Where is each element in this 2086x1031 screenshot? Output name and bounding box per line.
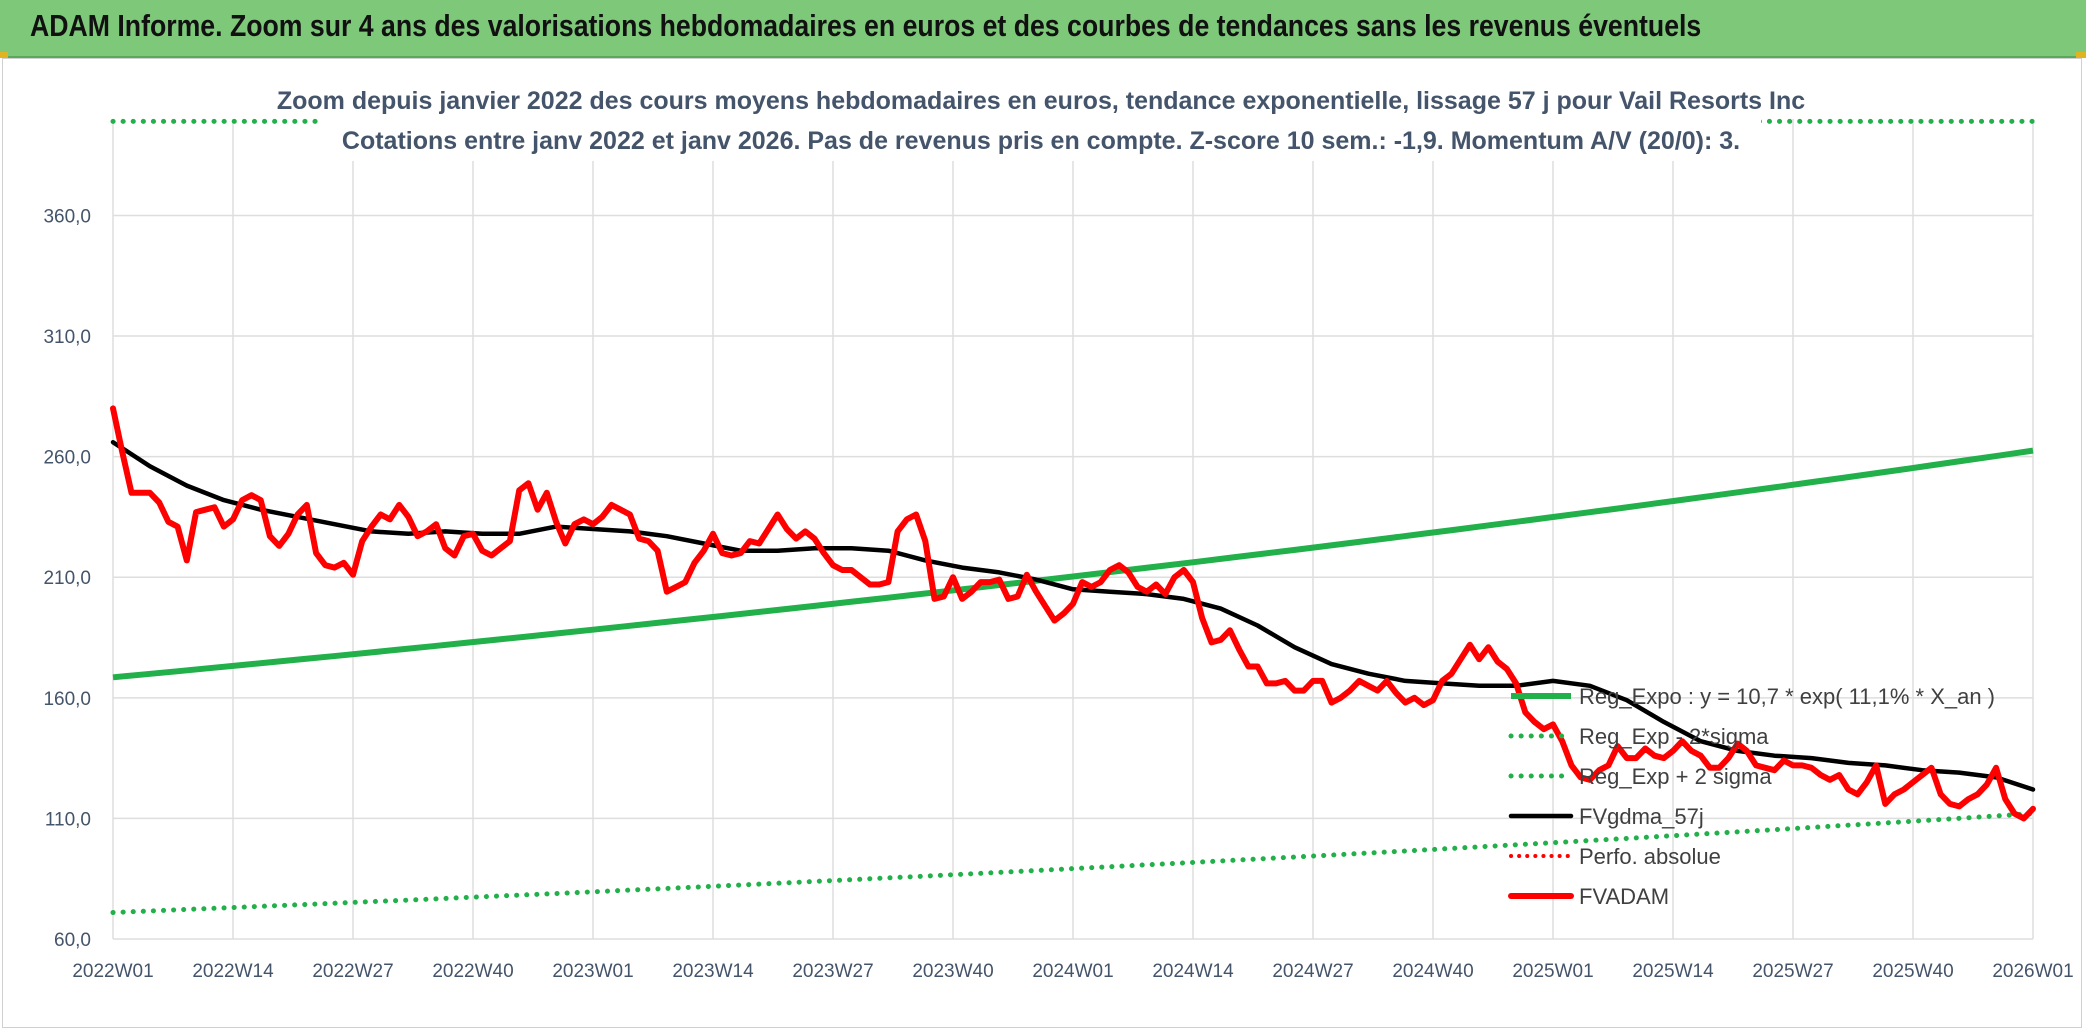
y-tick-label: 210,0 — [43, 568, 91, 589]
y-tick-label: 310,0 — [43, 327, 91, 348]
y-tick-label: 360,0 — [43, 206, 91, 227]
legend: Reg_Expo : y = 10,7 * exp( 11,1% * X_an … — [1508, 684, 1995, 909]
x-tick-label: 2023W40 — [912, 961, 993, 982]
chart-area: 60,0 110,0 160,0 210,0 260,0 310,0 360,0 2022W0… — [2, 58, 2082, 1028]
y-tick-label: 60,0 — [54, 930, 91, 951]
x-tick-label: 2022W14 — [192, 961, 274, 982]
x-tick-label: 2024W14 — [1152, 961, 1234, 982]
x-tick-label: 2022W01 — [72, 961, 153, 982]
subtitle: Zoom depuis janvier 2022 des cours moyen… — [277, 77, 1805, 161]
x-tick-label: 2023W14 — [672, 961, 754, 982]
reg-expo-line — [112, 447, 2034, 681]
chart-subtitle-line1: Zoom depuis janvier 2022 des cours moyen… — [277, 87, 1805, 115]
subtitle-background — [321, 77, 1761, 161]
fvgdma-57j-line — [110, 439, 2036, 792]
grid — [112, 119, 2034, 940]
x-tick-label: 2024W40 — [1392, 961, 1473, 982]
x-tick-label: 2025W40 — [1872, 961, 1953, 982]
legend-label-reg-exp-plus-2sigma: Reg_Exp + 2 sigma — [1579, 764, 1772, 789]
ticks: 60,0 110,0 160,0 210,0 260,0 310,0 360,0 2022W0… — [43, 206, 2073, 982]
x-tick-label: 2024W01 — [1032, 961, 1113, 982]
banner-corner-left — [0, 52, 8, 58]
reg-exp-minus-2sigma-line — [110, 811, 2036, 915]
x-tick-label: 2025W01 — [1512, 961, 1593, 982]
banner-corner-right — [2076, 52, 2086, 58]
y-tick-label: 160,0 — [43, 689, 91, 710]
page-title: ADAM Informe. Zoom sur 4 ans des valoris… — [30, 8, 1702, 43]
title-banner: ADAM Informe. Zoom sur 4 ans des valoris… — [0, 0, 2086, 58]
chart-svg: 60,0 110,0 160,0 210,0 260,0 310,0 360,0 2022W0… — [43, 77, 2074, 982]
x-tick-label: 2023W27 — [792, 961, 873, 982]
x-tick-label: 2025W27 — [1752, 961, 1833, 982]
chart-subtitle-line2: Cotations entre janv 2022 et janv 2026. … — [342, 127, 1740, 155]
legend-label-perfo-absolue: Perfo. absolue — [1579, 844, 1721, 869]
x-tick-label: 2025W14 — [1632, 961, 1714, 982]
x-tick-label: 2022W40 — [432, 961, 513, 982]
legend-label-reg-expo: Reg_Expo : y = 10,7 * exp( 11,1% * X_an … — [1579, 684, 1995, 709]
x-tick-label: 2026W01 — [1992, 961, 2073, 982]
x-tick-label: 2024W27 — [1272, 961, 1353, 982]
y-tick-label: 110,0 — [45, 809, 91, 830]
x-tick-label: 2023W01 — [552, 961, 633, 982]
legend-label-fvadam: FVADAM — [1579, 884, 1669, 909]
legend-label-reg-exp-minus-2sigma: Reg_Exp - 2*sigma — [1579, 724, 1769, 749]
fvadam-line — [110, 405, 2036, 822]
x-tick-label: 2022W27 — [312, 961, 393, 982]
y-tick-label: 260,0 — [43, 448, 91, 469]
legend-label-fvgdma-57j: FVgdma_57j — [1579, 804, 1704, 829]
